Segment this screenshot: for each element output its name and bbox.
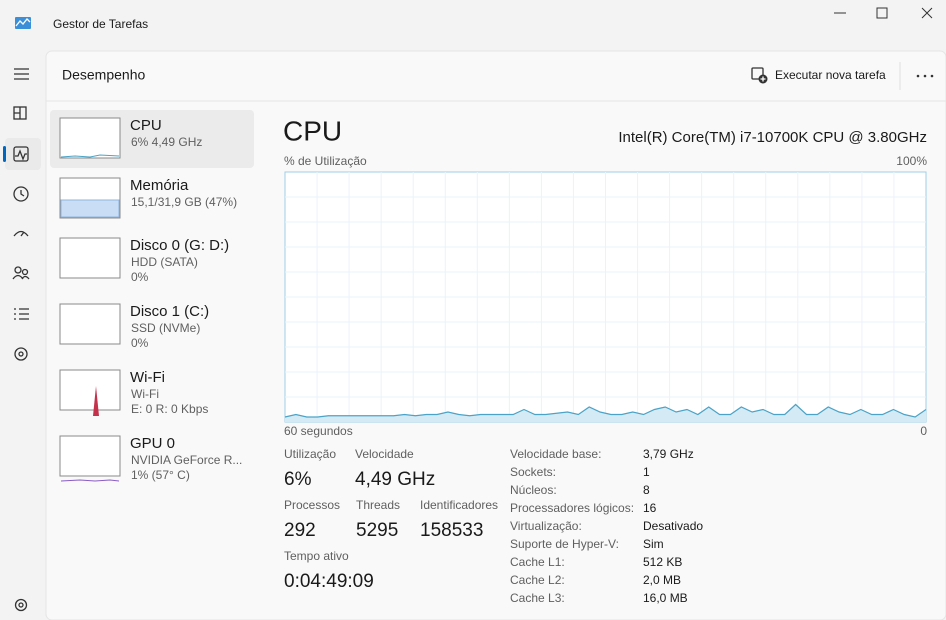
maximize-button[interactable] [876, 7, 888, 19]
item-name[interactable]: Disco 1 (C:) [130, 303, 209, 320]
nav-processes[interactable] [13, 106, 27, 120]
item-name[interactable]: Memória [130, 177, 189, 194]
menu-button[interactable] [14, 68, 29, 80]
stat-label: Velocidade [355, 447, 414, 461]
stat-value: 6% [284, 469, 312, 490]
detail-value: 8 [643, 483, 650, 497]
detail-value: 16 [643, 501, 657, 515]
item-name[interactable]: Wi-Fi [130, 369, 165, 386]
nav-details[interactable] [14, 308, 29, 320]
close-button[interactable] [921, 7, 933, 19]
detail-label: Núcleos: [510, 483, 557, 497]
stat-label: Identificadores [420, 498, 498, 512]
detail-value: 1 [643, 465, 650, 479]
detail-label: Sockets: [510, 465, 556, 479]
item-name[interactable]: GPU 0 [130, 435, 175, 452]
nav-history[interactable] [13, 186, 29, 202]
cpu-chart [284, 171, 927, 423]
item-detail: 1% (57° C) [131, 468, 190, 482]
detail-label: Suporte de Hyper-V: [510, 537, 619, 551]
chart-y-label: % de Utilização [284, 154, 367, 168]
detail-value: 16,0 MB [643, 591, 688, 605]
nav-users[interactable] [12, 266, 30, 280]
item-name[interactable]: Disco 0 (G: D:) [130, 237, 229, 254]
detail-value: 3,79 GHz [643, 447, 694, 461]
detail-value: Desativado [643, 519, 703, 533]
gpu-thumb-line [60, 479, 120, 482]
nav-selected-bg [5, 138, 41, 170]
detail-label: Velocidade base: [510, 447, 601, 461]
cpu-title: CPU [283, 115, 342, 146]
memory-thumb-fill [60, 199, 120, 218]
nav-services[interactable] [14, 347, 28, 361]
nav-selected-indicator [3, 146, 6, 162]
new-task-icon[interactable] [751, 67, 768, 84]
stats: Utilização 6% Velocidade 4,49 GHz Processos 2… [284, 447, 498, 592]
stat-value: 158533 [420, 520, 483, 541]
page-title: Desempenho [62, 67, 145, 83]
nav-performance[interactable] [13, 146, 29, 162]
item-name[interactable]: CPU [130, 117, 162, 134]
detail-label: Cache L1: [510, 555, 565, 569]
thumbnail[interactable] [59, 237, 121, 279]
detail-value: 2,0 MB [643, 573, 681, 587]
stat-label: Processos [284, 498, 340, 512]
cpu-model: Intel(R) Core(TM) i7-10700K CPU @ 3.80GH… [618, 129, 927, 146]
settings-button[interactable] [14, 598, 28, 612]
detail-value: Sim [643, 537, 664, 551]
stat-label: Threads [356, 498, 400, 512]
item-detail: HDD (SATA) [131, 255, 198, 269]
item-detail: E: 0 R: 0 Kbps [131, 402, 208, 416]
details: Velocidade base: 3,79 GHz Sockets: 1 Núcleos… [510, 447, 703, 605]
thumbnail[interactable] [59, 117, 121, 159]
stat-value: 4,49 GHz [355, 469, 435, 490]
stat-value: 0:04:49:09 [284, 571, 374, 592]
nav-startup[interactable] [13, 230, 29, 237]
stat-label: Utilização [284, 447, 336, 461]
usage-line [284, 403, 927, 418]
item-detail: 0% [131, 270, 149, 284]
more-button[interactable] [916, 74, 934, 78]
chart-x-start-label: 60 segundos [284, 424, 353, 438]
app-icon [15, 17, 31, 29]
stat-value: 5295 [356, 520, 398, 541]
chart-x-end-label: 0 [920, 424, 927, 438]
thumbnail[interactable] [59, 303, 121, 345]
detail-label: Cache L2: [510, 573, 565, 587]
new-task-button[interactable]: Executar nova tarefa [775, 68, 886, 82]
item-detail: SSD (NVMe) [131, 321, 200, 335]
stat-label: Tempo ativo [284, 549, 349, 563]
detail-label: Processadores lógicos: [510, 501, 634, 515]
item-detail: 15,1/31,9 GB (47%) [131, 195, 237, 209]
detail-value: 512 KB [643, 555, 682, 569]
cpu-thumb-line [60, 154, 120, 158]
detail-label: Cache L3: [510, 591, 565, 605]
chart-y-max-label: 100% [896, 154, 927, 168]
window-title: Gestor de Tarefas [53, 17, 148, 31]
item-detail: Wi-Fi [131, 387, 159, 401]
thumbnail[interactable] [59, 369, 121, 411]
item-detail: NVIDIA GeForce R... [131, 453, 242, 467]
thumbnail[interactable] [59, 435, 121, 477]
stat-value: 292 [284, 520, 316, 541]
item-detail: 0% [131, 336, 149, 350]
wifi-thumb-spike [93, 386, 99, 416]
detail-label: Virtualização: [510, 519, 582, 533]
item-detail: 6% 4,49 GHz [131, 135, 202, 149]
